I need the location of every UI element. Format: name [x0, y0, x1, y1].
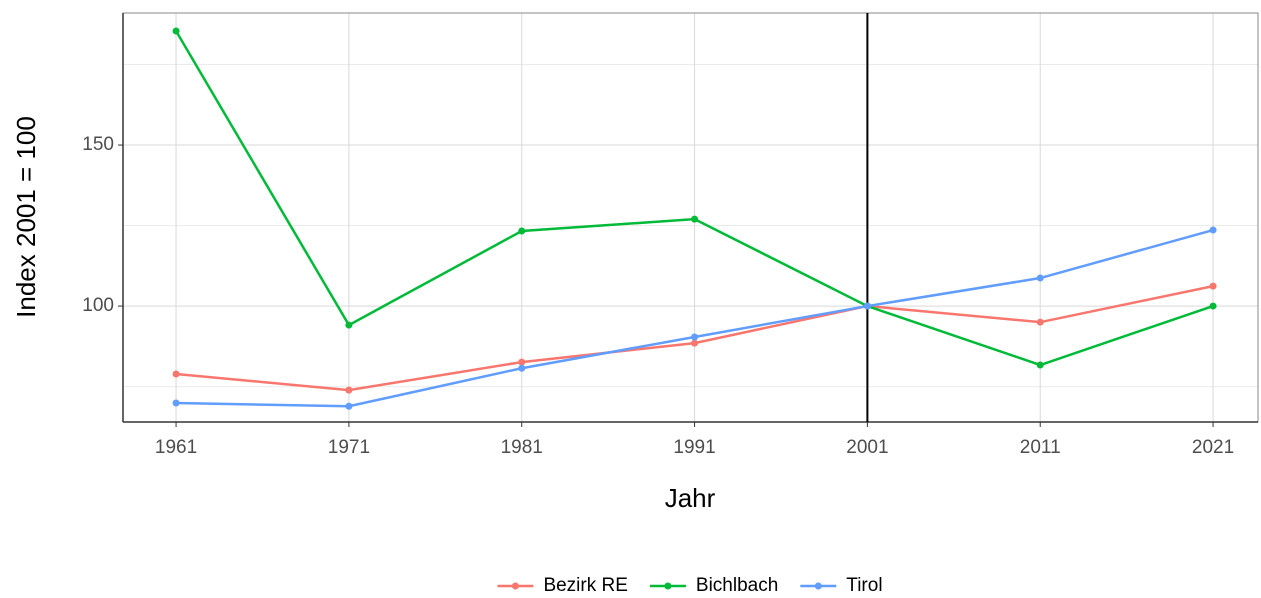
point: [518, 227, 526, 235]
x-tick-label: 1971: [328, 437, 370, 458]
point: [172, 370, 180, 378]
point: [1209, 226, 1217, 234]
legend-point: [511, 582, 519, 590]
x-tick-label: 1981: [501, 437, 543, 458]
legend-label: Bezirk RE: [543, 575, 627, 596]
point: [691, 333, 699, 341]
x-tick-label: 1991: [673, 437, 715, 458]
x-tick-label: 2011: [1020, 437, 1061, 458]
legend-point: [814, 582, 822, 590]
plot-background: [123, 13, 1258, 422]
y-axis-title: Index 2001 = 100: [11, 116, 41, 318]
x-tick-label: 2001: [846, 437, 888, 458]
legend-label: Tirol: [846, 575, 882, 596]
y-tick-label: 100: [82, 295, 114, 316]
point: [1036, 318, 1044, 326]
point: [1209, 302, 1217, 310]
point: [345, 321, 353, 329]
point: [345, 402, 353, 410]
point: [691, 215, 699, 223]
point: [1036, 274, 1044, 282]
point: [1036, 361, 1044, 369]
point: [1209, 282, 1217, 290]
x-tick-label: 2021: [1192, 437, 1234, 458]
point: [691, 339, 699, 347]
point: [345, 386, 353, 394]
x-axis-title: Jahr: [665, 483, 716, 513]
point: [172, 399, 180, 407]
point: [518, 364, 526, 372]
legend-point: [664, 582, 672, 590]
point: [863, 302, 871, 310]
x-tick-label: 1961: [155, 437, 197, 458]
point: [172, 27, 180, 35]
point: [518, 358, 526, 366]
y-tick-label: 150: [82, 134, 114, 155]
legend-label: Bichlbach: [696, 575, 778, 596]
